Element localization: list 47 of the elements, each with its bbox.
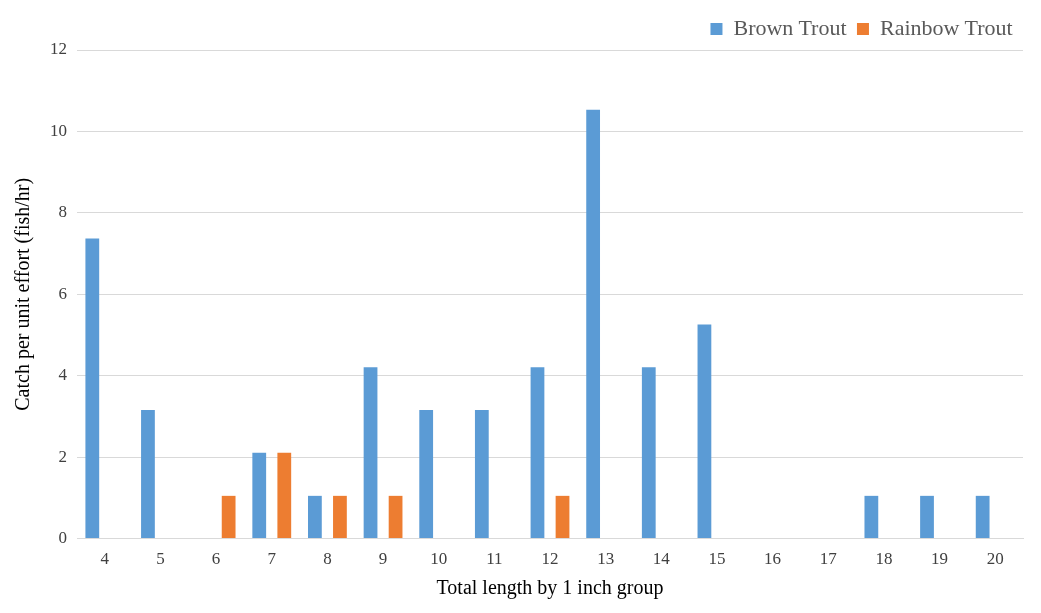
bar <box>363 367 378 539</box>
x-tick-label: 4 <box>100 549 110 569</box>
x-tick-label: 11 <box>486 549 503 569</box>
bar <box>586 109 601 539</box>
y-tick-label: 0 <box>58 528 67 548</box>
x-tick-label: 17 <box>819 549 838 569</box>
x-tick-label: 15 <box>708 549 726 569</box>
bar <box>388 495 403 539</box>
x-tick-label: 13 <box>597 549 615 569</box>
y-tick-label: 12 <box>50 39 67 59</box>
bar <box>975 495 990 539</box>
x-tick-label: 19 <box>931 549 949 569</box>
y-axis-title: Catch per unit effort (fish/hr) <box>11 177 35 411</box>
bar <box>221 495 236 539</box>
legend-label: Brown Trout <box>733 14 847 40</box>
bar <box>474 409 489 539</box>
x-tick-label: 20 <box>986 549 1004 569</box>
y-tick-label: 6 <box>58 283 67 303</box>
bar <box>277 452 292 539</box>
bar <box>864 495 879 539</box>
y-tick-label: 2 <box>58 446 67 466</box>
bar <box>555 495 570 539</box>
x-tick-label: 6 <box>211 549 221 569</box>
y-tick-label: 4 <box>58 365 68 385</box>
x-tick-label: 12 <box>541 549 559 569</box>
bar <box>308 495 322 539</box>
bar <box>85 238 100 539</box>
y-tick-label: 8 <box>58 202 67 222</box>
bar <box>530 367 545 539</box>
bar <box>641 367 656 539</box>
x-tick-label: 18 <box>875 549 893 569</box>
x-tick-label: 7 <box>267 549 277 569</box>
y-tick-label: 10 <box>50 120 67 140</box>
legend-label: Rainbow Trout <box>879 14 1013 40</box>
bar <box>697 324 712 539</box>
bar <box>141 409 155 539</box>
bar <box>333 495 347 539</box>
x-axis-title: Total length by 1 inch group <box>436 576 664 600</box>
x-tick-label: 10 <box>430 549 448 569</box>
bar <box>419 409 434 539</box>
bar <box>252 452 267 539</box>
bar <box>920 495 934 539</box>
x-tick-label: 14 <box>652 549 671 569</box>
x-tick-label: 5 <box>156 549 165 569</box>
x-tick-label: 16 <box>764 549 782 569</box>
x-tick-label: 8 <box>323 549 332 569</box>
x-tick-label: 9 <box>378 549 388 569</box>
